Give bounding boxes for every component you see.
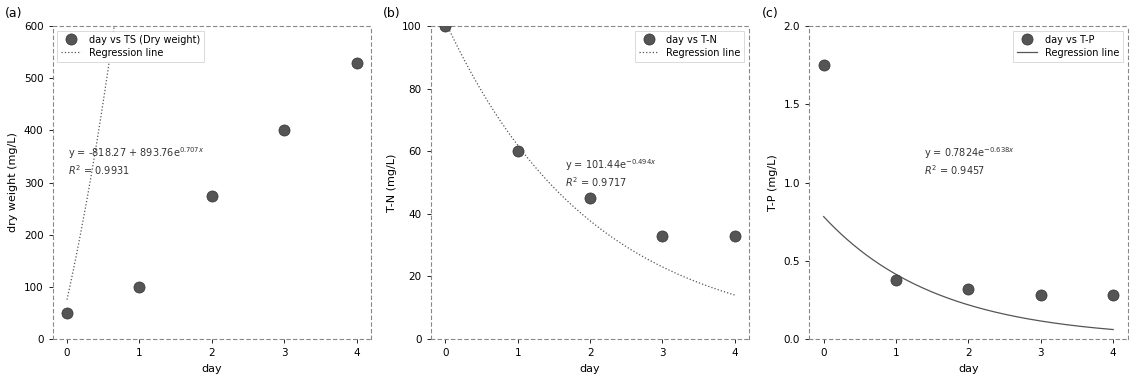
Legend: day vs T-N, Regression line: day vs T-N, Regression line [635, 31, 744, 62]
Text: y = -818.27 + 893.76e$^{0.707x}$
$R^2$ = 0.9931: y = -818.27 + 893.76e$^{0.707x}$ $R^2$ =… [68, 145, 204, 177]
X-axis label: day: day [958, 364, 979, 374]
Legend: day vs T-P, Regression line: day vs T-P, Regression line [1013, 31, 1122, 62]
Legend: day vs TS (Dry weight), Regression line: day vs TS (Dry weight), Regression line [58, 31, 203, 62]
X-axis label: day: day [201, 364, 223, 374]
Y-axis label: dry weight (mg/L): dry weight (mg/L) [8, 133, 18, 233]
Y-axis label: T-N (mg/L): T-N (mg/L) [386, 153, 396, 212]
Text: y = 0.7824e$^{-0.638x}$
$R^2$ = 0.9457: y = 0.7824e$^{-0.638x}$ $R^2$ = 0.9457 [924, 145, 1014, 177]
Text: (b): (b) [383, 7, 401, 20]
Text: (a): (a) [5, 7, 23, 20]
Y-axis label: T-P (mg/L): T-P (mg/L) [768, 154, 778, 211]
Text: (c): (c) [761, 7, 778, 20]
Text: y = 101.44e$^{-0.494x}$
$R^2$ = 0.9717: y = 101.44e$^{-0.494x}$ $R^2$ = 0.9717 [565, 157, 657, 189]
X-axis label: day: day [579, 364, 601, 374]
